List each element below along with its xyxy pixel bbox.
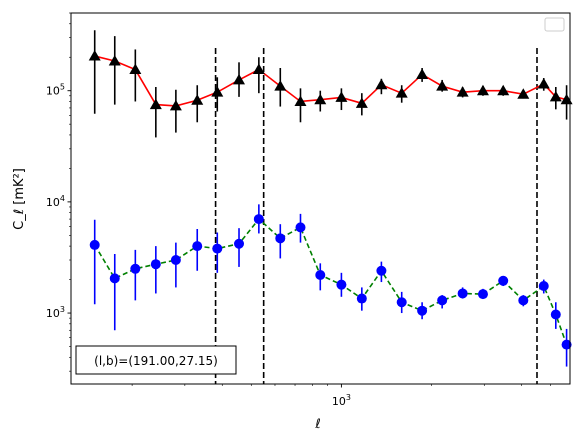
data-point-triangle — [274, 80, 287, 91]
data-point-circle — [437, 295, 448, 306]
legend-box — [544, 17, 565, 32]
data-point-circle — [498, 275, 509, 286]
data-point-circle — [234, 238, 245, 249]
series-circle — [89, 204, 572, 367]
data-point-circle — [130, 263, 141, 274]
data-point-circle — [336, 279, 347, 290]
data-point-circle — [89, 239, 100, 250]
data-point-triangle — [517, 88, 530, 99]
annotation-box: (l,b)=(191.00,27.15) — [75, 345, 237, 375]
data-point-triangle — [355, 97, 368, 108]
data-point-triangle — [375, 78, 388, 90]
annotation-text: (l,b)=(191.00,27.15) — [94, 354, 218, 368]
data-point-circle — [275, 233, 286, 244]
data-point-triangle — [395, 87, 408, 98]
axis-ticks: 103 104 105 103 — [46, 12, 551, 408]
data-point-triangle — [88, 50, 101, 61]
data-point-circle — [477, 289, 488, 300]
data-point-triangle — [314, 93, 327, 105]
data-point-triangle — [294, 95, 307, 106]
data-point-triangle — [497, 84, 510, 96]
data-point-triangle — [191, 94, 204, 105]
data-point-circle — [396, 297, 407, 308]
data-point-circle — [295, 222, 306, 233]
data-point-triangle — [537, 77, 550, 89]
data-point-circle — [538, 281, 549, 292]
data-point-circle — [253, 214, 264, 225]
data-point-circle — [315, 269, 326, 280]
data-point-triangle — [252, 63, 265, 75]
data-point-triangle — [211, 86, 224, 97]
data-point-circle — [561, 339, 572, 350]
data-point-circle — [417, 305, 428, 316]
data-point-triangle — [549, 90, 562, 102]
annotation-frame — [75, 345, 237, 375]
y-tick-label: 103 — [46, 305, 65, 320]
y-axis-label: C_ℓ [mK²] — [12, 168, 27, 230]
data-point-circle — [212, 243, 223, 254]
axes-frame — [70, 12, 571, 385]
y-tick-label: 104 — [46, 194, 65, 209]
data-point-circle — [518, 295, 529, 306]
data-point-triangle — [476, 84, 489, 96]
x-axis-label: ℓ — [314, 417, 320, 432]
data-point-circle — [457, 288, 468, 299]
data-point-triangle — [436, 80, 449, 91]
data-point-triangle — [169, 99, 182, 111]
plot-contents — [88, 30, 573, 384]
series-triangle — [88, 30, 573, 138]
data-point-circle — [550, 309, 561, 320]
data-point-circle — [170, 255, 181, 266]
data-point-triangle — [416, 68, 429, 79]
data-point-triangle — [108, 55, 121, 66]
data-point-circle — [150, 259, 161, 270]
data-point-triangle — [149, 98, 162, 110]
data-point-triangle — [456, 86, 469, 97]
y-tick-label: 105 — [46, 83, 65, 98]
data-point-circle — [376, 265, 387, 276]
data-point-triangle — [233, 73, 246, 85]
x-tick-label: 103 — [332, 393, 351, 408]
data-point-circle — [192, 241, 203, 252]
data-point-triangle — [129, 63, 142, 75]
data-point-circle — [109, 273, 120, 284]
data-point-triangle — [335, 91, 348, 102]
data-point-circle — [356, 293, 367, 304]
